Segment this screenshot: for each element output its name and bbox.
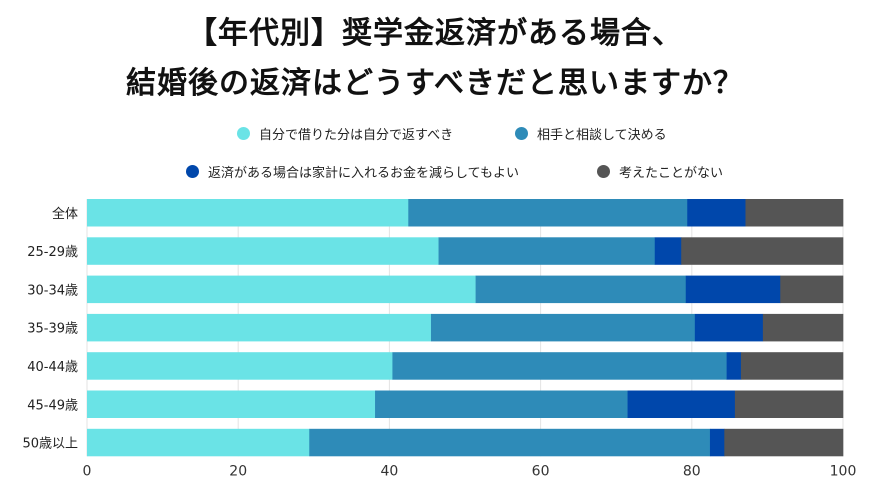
bar-segment	[627, 390, 736, 418]
bar-segment	[438, 237, 656, 265]
y-category-label: 25-29歳	[27, 245, 78, 260]
y-category-label: 全体	[52, 206, 78, 222]
y-category-label: 30-34歳	[27, 283, 78, 298]
legend-label: 自分で借りた分は自分で返すべき	[259, 128, 454, 143]
bar-segment	[475, 275, 687, 304]
legend-swatch	[186, 165, 199, 178]
legend-swatch	[515, 127, 528, 140]
legend-item-consult: 相手と相談して決める	[515, 124, 667, 143]
y-category-label: 35-39歳	[27, 322, 78, 337]
bar-segment	[681, 237, 844, 265]
bar-segment	[780, 275, 844, 304]
legend-swatch	[237, 127, 250, 140]
bar-segment	[87, 390, 376, 418]
x-tick-label: 60	[532, 463, 550, 479]
x-tick-label: 80	[683, 463, 701, 479]
bar-segment	[87, 237, 439, 265]
bar-segment	[687, 199, 746, 227]
legend-label: 返済がある場合は家計に入れるお金を減らしてもよい	[208, 166, 519, 181]
bar-segment	[408, 199, 688, 227]
chart-title-line-2: 結婚後の返済はどうすべきだと思いますか？	[126, 66, 744, 101]
chart-title-line-1: 【年代別】奨学金返済がある場合、	[187, 16, 683, 51]
x-tick-label: 40	[380, 463, 398, 479]
legend-item-never-thought: 考えたことがない	[597, 162, 723, 181]
legend-swatch	[597, 165, 610, 178]
legend-label: 相手と相談して決める	[537, 128, 667, 143]
bar-segment	[87, 352, 393, 380]
legend-item-self-repay: 自分で借りた分は自分で返すべき	[237, 124, 453, 143]
bar-segment	[430, 313, 696, 342]
bar-segment	[375, 390, 628, 418]
bar-segment	[87, 275, 476, 304]
bar-segment	[309, 428, 711, 457]
bar-segment	[726, 352, 742, 380]
bar-segment	[694, 313, 764, 342]
x-tick-label: 20	[229, 463, 247, 479]
x-tick-label: 0	[83, 463, 92, 479]
bar-segment	[734, 390, 844, 418]
bar-segment	[87, 199, 409, 227]
bar-segment	[762, 313, 844, 342]
y-category-label: 45-49歳	[27, 398, 78, 413]
legend-label: 考えたことがない	[619, 166, 724, 181]
legend-item-reduce-household: 返済がある場合は家計に入れるお金を減らしてもよい	[186, 162, 519, 181]
bar-segment	[87, 428, 310, 457]
bar-segment	[685, 275, 781, 304]
bar-segment	[87, 313, 432, 342]
bar-segment	[745, 199, 844, 227]
y-category-label: 50歳以上	[22, 437, 78, 452]
bar-segment	[392, 352, 727, 380]
bar-segment	[654, 237, 682, 265]
bar-segment	[709, 428, 725, 457]
bar-segment	[724, 428, 844, 457]
bar-segment	[740, 352, 844, 380]
y-category-label: 40-44歳	[27, 360, 78, 375]
x-tick-label: 100	[830, 463, 857, 479]
